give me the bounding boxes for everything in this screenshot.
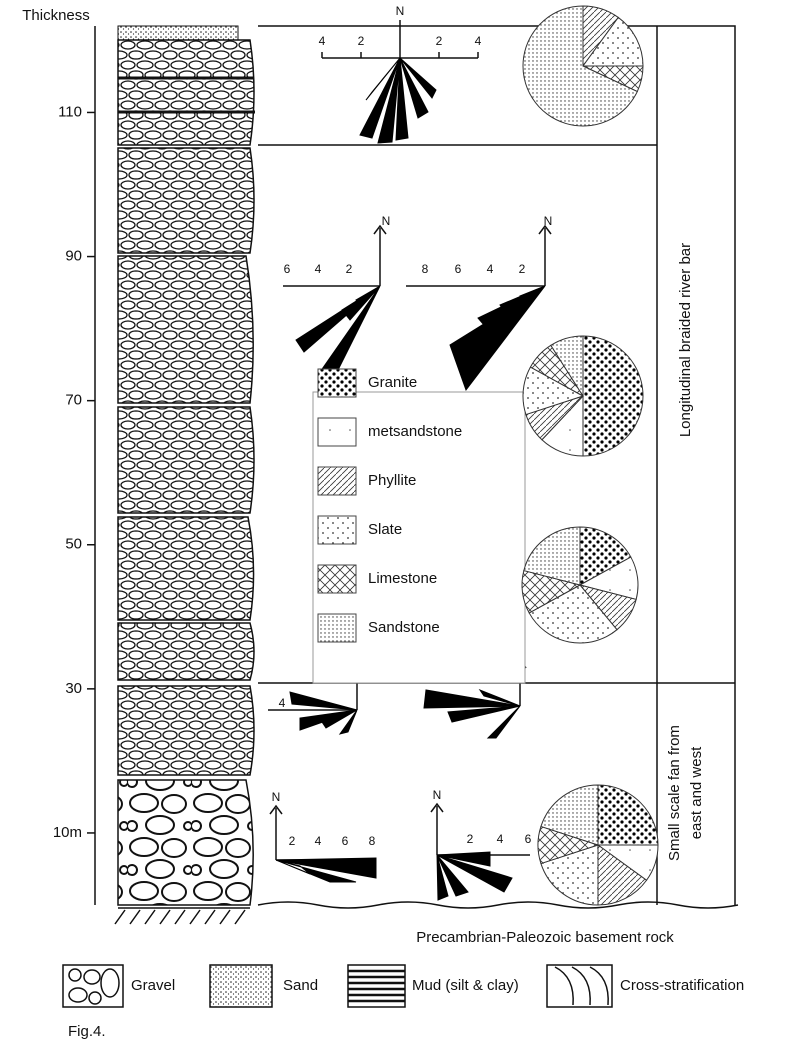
scale-label: 8 [369, 834, 376, 848]
scale-label: 2 [519, 262, 526, 276]
scale-label: 4 [315, 262, 322, 276]
facies-label: east and west [688, 746, 705, 839]
scale-label: 6 [342, 834, 349, 848]
caption: Fig.4. [68, 1023, 106, 1040]
legend-label: Sand [283, 977, 318, 994]
scale-label: 2 [467, 832, 474, 846]
scale-label: 4 [487, 262, 494, 276]
legend-label: Mud (silt & clay) [412, 977, 519, 994]
scale-label: 2 [289, 834, 296, 848]
rose-diagram: N 8 6 4 2 [406, 214, 552, 390]
legend-swatch [318, 369, 356, 397]
sediment-legend: Gravel Sand Mud (silt & clay) Cross-stra… [63, 965, 744, 1007]
north-label: N [382, 214, 391, 228]
legend-label: Gravel [131, 977, 175, 994]
rose-diagram: N 2 4 6 8 [270, 790, 376, 882]
pie-slice [598, 785, 658, 845]
scale-label: 4 [475, 34, 482, 48]
tick-label: 90 [65, 248, 82, 265]
scale-label: 6 [525, 832, 532, 846]
scale-label: 2 [346, 262, 353, 276]
legend-label: Granite [368, 374, 417, 391]
scale-label: 4 [315, 834, 322, 848]
scale-label: 8 [422, 262, 429, 276]
facies-label: Small scale fan from [666, 725, 683, 861]
north-label: N [272, 790, 281, 804]
legend-label: Limestone [368, 570, 437, 587]
column [115, 26, 255, 924]
legend-label: Sandstone [368, 619, 440, 636]
axis-title: Thickness [22, 7, 90, 24]
scale-label: 2 [436, 34, 443, 48]
basement-label: Precambrian-Paleozoic basement rock [416, 929, 674, 946]
scale-label: 4 [497, 832, 504, 846]
scale-label: 6 [455, 262, 462, 276]
figure: Thickness 10m 30 50 70 90 110 Longitudinal br… [0, 0, 790, 1048]
legend-swatch [318, 418, 356, 446]
scale-label: 2 [358, 34, 365, 48]
legend-label: Phyllite [368, 472, 416, 489]
rose-diagram: N 4 2 2 4 [319, 4, 482, 143]
legend-label: metsandstone [368, 423, 462, 440]
legend-label: Cross-stratification [620, 977, 744, 994]
legend-swatch [318, 565, 356, 593]
scale-label: 4 [279, 696, 286, 710]
legend-swatch [318, 467, 356, 495]
legend-swatch [318, 614, 356, 642]
legend-label: Slate [368, 521, 402, 538]
tick-label: 30 [65, 680, 82, 697]
pie-slice [583, 336, 643, 456]
tick-label: 70 [65, 392, 82, 409]
scale-label: 4 [319, 34, 326, 48]
north-label: N [396, 4, 405, 18]
rose-diagram: N 2 4 6 [431, 788, 532, 900]
tick-label: 110 [58, 103, 82, 120]
rose-diagram: N 6 4 2 [283, 214, 390, 378]
scale-label: 6 [284, 262, 291, 276]
north-label: N [544, 214, 553, 228]
legend-swatch [318, 516, 356, 544]
facies-label: Longitudinal braided river bar [677, 243, 694, 437]
tick-label: 50 [65, 536, 82, 553]
tick-label: 10m [53, 824, 82, 841]
north-label: N [433, 788, 442, 802]
